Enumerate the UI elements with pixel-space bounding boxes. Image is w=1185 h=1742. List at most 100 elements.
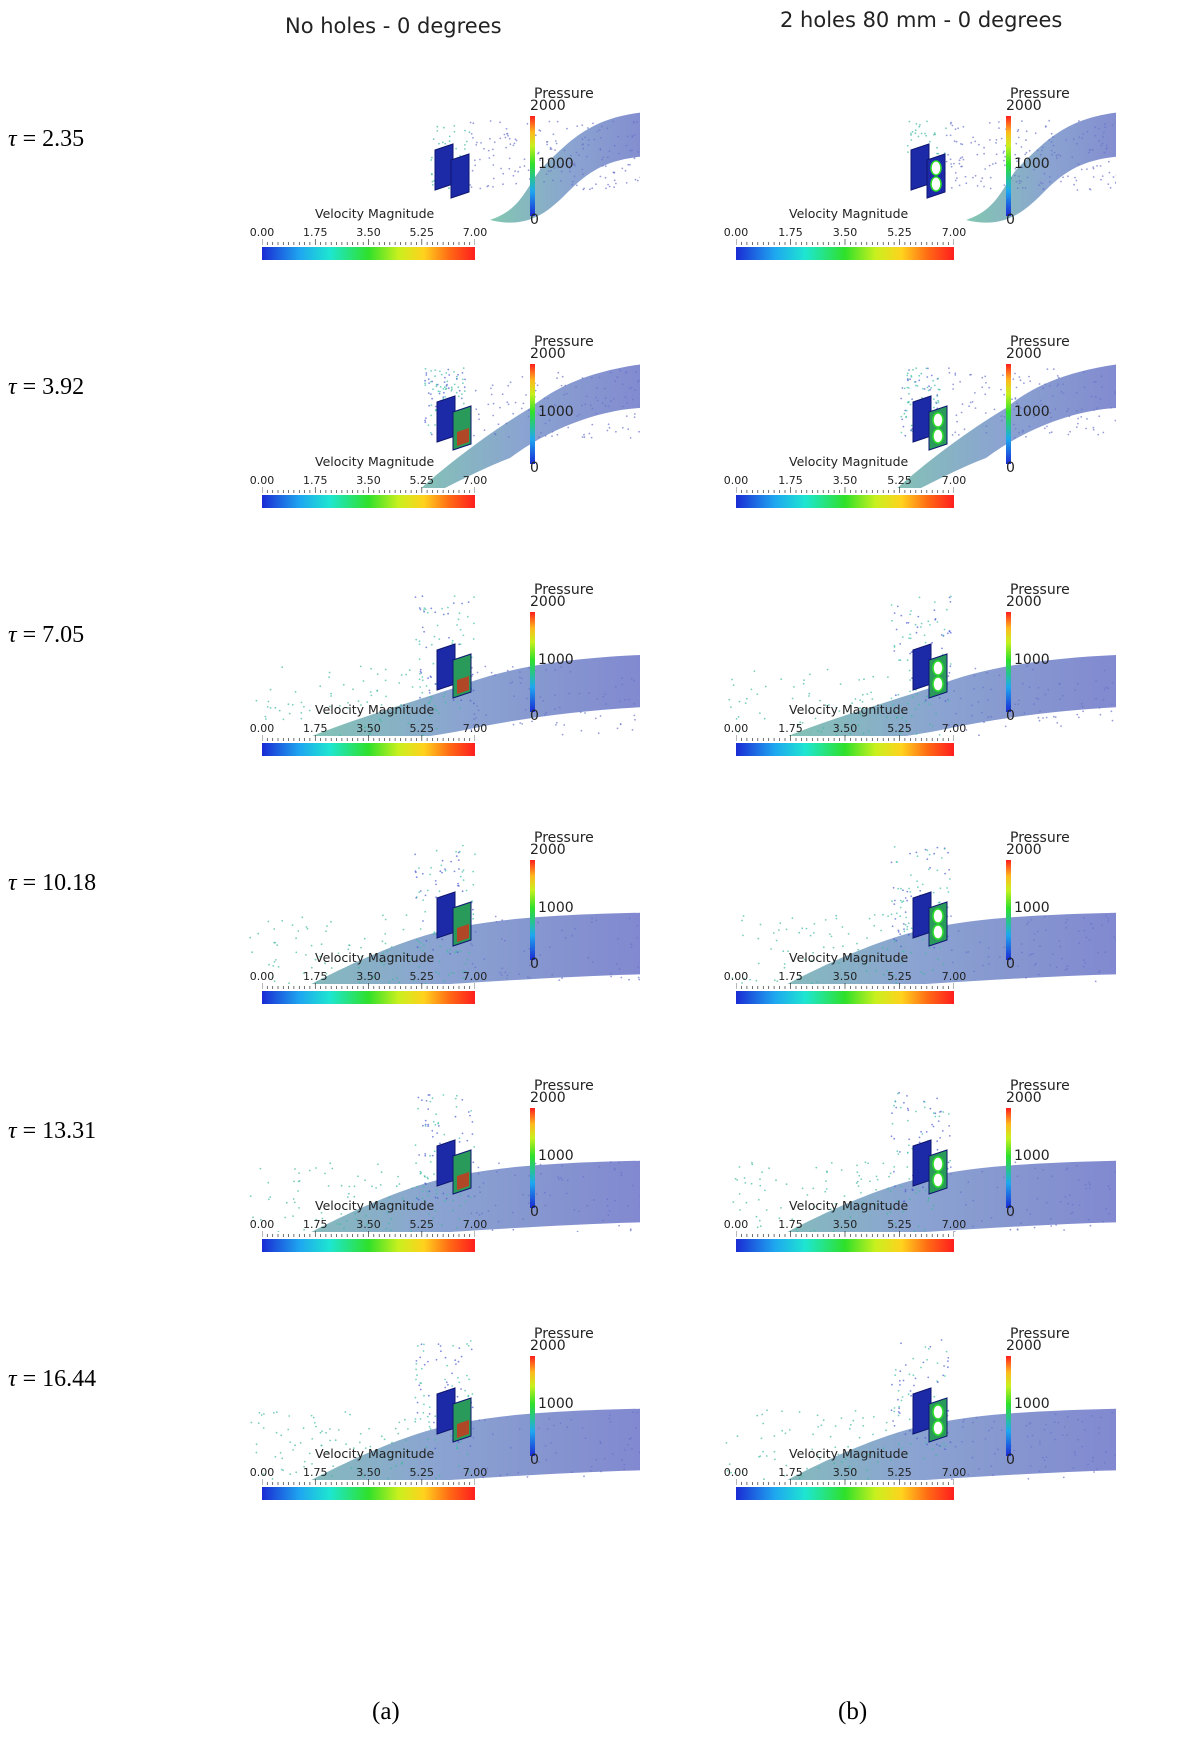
pressure-tick: 2000 bbox=[530, 594, 566, 610]
velocity-tick: 5.25 bbox=[887, 722, 912, 735]
pressure-legend-title: Pressure bbox=[534, 582, 594, 598]
velocity-tick: 1.75 bbox=[778, 722, 803, 735]
flow-visualization bbox=[906, 112, 1116, 223]
velocity-ruler bbox=[262, 735, 475, 741]
velocity-tick: 1.75 bbox=[778, 226, 803, 239]
velocity-ruler bbox=[736, 487, 954, 493]
pressure-colorbar bbox=[530, 364, 535, 464]
flow-visualization bbox=[430, 112, 640, 223]
pressure-tick: 1000 bbox=[538, 156, 574, 172]
velocity-tick: 5.25 bbox=[887, 226, 912, 239]
pressure-legend-title: Pressure bbox=[1010, 86, 1070, 102]
velocity-tick: 5.25 bbox=[409, 1466, 435, 1479]
flow-body bbox=[312, 655, 640, 736]
plate-structure bbox=[912, 643, 948, 699]
tau-label: τ = 13.31 bbox=[8, 1118, 108, 1145]
velocity-tick: 7.00 bbox=[941, 722, 967, 735]
pressure-tick: 2000 bbox=[1006, 346, 1042, 362]
velocity-tick: 1.75 bbox=[303, 722, 328, 735]
tau-label: τ = 7.05 bbox=[8, 622, 108, 649]
pressure-colorbar bbox=[1006, 860, 1011, 960]
velocity-colorbar bbox=[262, 1239, 475, 1252]
pressure-legend-title: Pressure bbox=[1010, 1078, 1070, 1094]
simulation-panel: Pressure 2000 1000 0 Velocity Magnitude 0.00 1… bbox=[596, 830, 1116, 1104]
plate-structure bbox=[912, 1387, 948, 1443]
column-title: 2 holes 80 mm - 0 degrees bbox=[780, 8, 1063, 32]
tau-symbol: τ bbox=[8, 622, 17, 648]
tau-symbol: τ bbox=[8, 126, 17, 152]
velocity-colorbar bbox=[262, 743, 475, 756]
velocity-tick: 3.50 bbox=[832, 1466, 858, 1479]
velocity-tick: 0.00 bbox=[723, 1218, 749, 1231]
velocity-tick: 7.00 bbox=[941, 1218, 967, 1231]
pressure-legend-title: Pressure bbox=[1010, 334, 1070, 350]
simulation-panel: Pressure 2000 1000 0 Velocity Magnitude 0.00 1… bbox=[596, 1078, 1116, 1352]
pressure-colorbar bbox=[1006, 1356, 1011, 1456]
velocity-tick: 3.50 bbox=[832, 722, 858, 735]
pressure-legend-title: Pressure bbox=[534, 86, 594, 102]
velocity-tick: 0.00 bbox=[249, 722, 275, 735]
pressure-tick: 0 bbox=[530, 1452, 539, 1468]
velocity-ruler bbox=[736, 735, 954, 741]
velocity-tick: 0.00 bbox=[723, 1466, 749, 1479]
pressure-tick: 2000 bbox=[530, 346, 566, 362]
tau-value: = 2.35 bbox=[22, 126, 85, 152]
column-title: No holes - 0 degrees bbox=[285, 14, 502, 38]
simulation-panel: Pressure 2000 1000 0 Velocity Magnitude 0.00 1… bbox=[120, 582, 640, 856]
tau-value: = 16.44 bbox=[22, 1366, 97, 1392]
velocity-legend-title: Velocity Magnitude bbox=[315, 454, 435, 469]
pressure-tick: 1000 bbox=[1014, 652, 1050, 668]
velocity-tick: 0.00 bbox=[249, 1466, 275, 1479]
velocity-ruler bbox=[262, 487, 475, 493]
velocity-legend-title: Velocity Magnitude bbox=[789, 702, 909, 717]
velocity-ruler bbox=[262, 239, 475, 245]
pressure-colorbar bbox=[1006, 1108, 1011, 1208]
velocity-tick: 1.75 bbox=[303, 474, 328, 487]
pressure-colorbar bbox=[1006, 116, 1011, 216]
flow-visualization bbox=[249, 844, 640, 984]
velocity-tick: 7.00 bbox=[462, 1466, 488, 1479]
velocity-tick: 3.50 bbox=[356, 226, 381, 239]
flow-body bbox=[311, 1408, 640, 1480]
tau-symbol: τ bbox=[8, 1366, 17, 1392]
velocity-tick: 3.50 bbox=[832, 474, 858, 487]
velocity-tick: 1.75 bbox=[303, 226, 328, 239]
velocity-legend-title: Velocity Magnitude bbox=[315, 702, 435, 717]
plate-structure bbox=[910, 143, 946, 199]
velocity-tick: 1.75 bbox=[778, 970, 803, 983]
plate-structure bbox=[912, 395, 948, 451]
pressure-tick: 0 bbox=[530, 212, 539, 228]
pressure-tick: 2000 bbox=[530, 1090, 566, 1106]
pressure-colorbar bbox=[530, 1356, 535, 1456]
velocity-ruler bbox=[262, 1231, 475, 1237]
plate-structure bbox=[912, 891, 948, 947]
velocity-legend-title: Velocity Magnitude bbox=[789, 1446, 909, 1461]
flow-body bbox=[788, 655, 1116, 736]
panel-sub-label: (b) bbox=[838, 1698, 868, 1725]
velocity-tick: 3.50 bbox=[356, 970, 381, 983]
plate-structure bbox=[436, 1387, 472, 1443]
pressure-legend-title: Pressure bbox=[534, 334, 594, 350]
flow-visualization bbox=[732, 1091, 1116, 1232]
velocity-tick: 0.00 bbox=[249, 474, 275, 487]
simulation-panel: Pressure 2000 1000 0 Velocity Magnitude 0.00 1… bbox=[120, 830, 640, 1104]
velocity-tick: 7.00 bbox=[941, 226, 967, 239]
velocity-tick: 3.50 bbox=[832, 226, 858, 239]
velocity-colorbar bbox=[262, 247, 475, 260]
velocity-legend-title: Velocity Magnitude bbox=[315, 1198, 435, 1213]
tau-label: τ = 16.44 bbox=[8, 1366, 108, 1393]
velocity-ruler bbox=[736, 239, 954, 245]
velocity-tick: 7.00 bbox=[462, 722, 488, 735]
flow-visualization bbox=[731, 846, 1116, 984]
pressure-tick: 0 bbox=[1006, 212, 1015, 228]
velocity-colorbar bbox=[736, 1487, 954, 1500]
velocity-tick: 5.25 bbox=[409, 226, 435, 239]
pressure-tick: 0 bbox=[530, 1204, 539, 1220]
flow-body bbox=[787, 912, 1116, 984]
velocity-colorbar bbox=[262, 991, 475, 1004]
pressure-colorbar bbox=[530, 612, 535, 712]
simulation-panel: Pressure 2000 1000 0 Velocity Magnitude 0.00 1… bbox=[596, 86, 1116, 360]
pressure-colorbar bbox=[530, 860, 535, 960]
velocity-tick: 5.25 bbox=[887, 1466, 912, 1479]
velocity-legend-title: Velocity Magnitude bbox=[789, 1198, 909, 1213]
